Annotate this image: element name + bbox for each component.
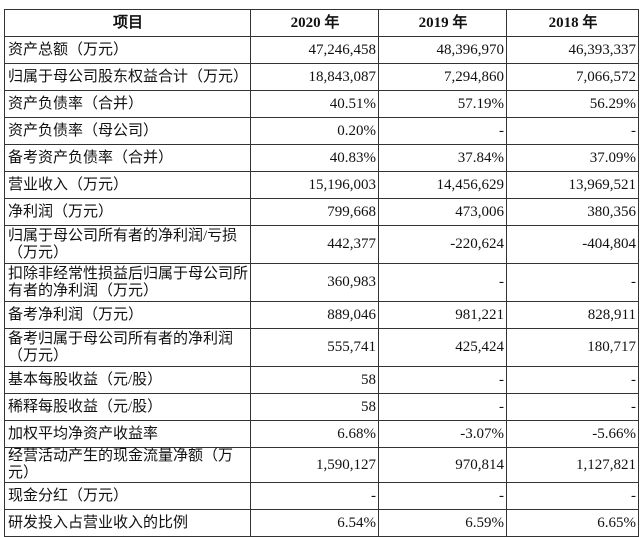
value-2018: - — [506, 117, 639, 145]
row-label: 研发投入占营业收入的比例 — [4, 509, 251, 537]
value-2019: 970,814 — [378, 447, 507, 483]
row-label: 备考净利润（万元） — [4, 301, 251, 329]
value-2019: 6.59% — [378, 509, 507, 537]
value-2020: 15,196,003 — [250, 171, 379, 199]
value-2018: - — [506, 366, 639, 394]
value-2019: - — [378, 263, 507, 302]
row-label: 加权平均净资产收益率 — [4, 420, 251, 448]
table-row: 研发投入占营业收入的比例 6.54% 6.59% 6.65% — [4, 509, 639, 537]
table-row: 净利润（万元） 799,668 473,006 380,356 — [4, 198, 639, 226]
value-2019: 981,221 — [378, 301, 507, 329]
value-2018: 828,911 — [506, 301, 639, 329]
value-2019: 48,396,970 — [378, 36, 507, 64]
value-2018: 180,717 — [506, 328, 639, 367]
value-2018: 6.65% — [506, 509, 639, 537]
value-2018: -404,804 — [506, 225, 639, 264]
value-2019: 57.19% — [378, 90, 507, 118]
financial-summary-table: 项目 2020 年 2019 年 2018 年 资产总额（万元） 47,246,4… — [4, 9, 639, 537]
value-2020: 6.68% — [250, 420, 379, 448]
row-label: 现金分红（万元） — [4, 482, 251, 510]
value-2018: 13,969,521 — [506, 171, 639, 199]
value-2020: 6.54% — [250, 509, 379, 537]
row-label: 经营活动产生的现金流量净额（万元） — [4, 447, 251, 483]
row-label: 营业收入（万元） — [4, 171, 251, 199]
value-2020: 799,668 — [250, 198, 379, 226]
table-row: 资产负债率（合并） 40.51% 57.19% 56.29% — [4, 90, 639, 118]
value-2020: 360,983 — [250, 263, 379, 302]
value-2020: 58 — [250, 366, 379, 394]
value-2019: -220,624 — [378, 225, 507, 264]
value-2020: 555,741 — [250, 328, 379, 367]
value-2019: 425,424 — [378, 328, 507, 367]
table-row: 备考归属于母公司所有者的净利润（万元） 555,741 425,424 180,717 — [4, 328, 639, 367]
header-row: 项目 2020 年 2019 年 2018 年 — [4, 9, 639, 37]
table-row: 加权平均净资产收益率 6.68% -3.07% -5.66% — [4, 420, 639, 448]
table-row: 经营活动产生的现金流量净额（万元） 1,590,127 970,814 1,127,8… — [4, 447, 639, 483]
value-2018: - — [506, 393, 639, 421]
value-2018: 380,356 — [506, 198, 639, 226]
row-label: 归属于母公司所有者的净利润/亏损（万元） — [4, 225, 251, 264]
row-label: 备考归属于母公司所有者的净利润（万元） — [4, 328, 251, 367]
value-2018: 46,393,337 — [506, 36, 639, 64]
table-row: 归属于母公司股东权益合计（万元） 18,843,087 7,294,860 7,066… — [4, 63, 639, 91]
value-2019: 7,294,860 — [378, 63, 507, 91]
table-row: 归属于母公司所有者的净利润/亏损（万元） 442,377 -220,624 -404,… — [4, 225, 639, 264]
value-2020: 40.51% — [250, 90, 379, 118]
value-2020: 0.20% — [250, 117, 379, 145]
table-row: 基本每股收益（元/股） 58- - — [4, 366, 639, 394]
header-2019: 2019 年 — [378, 9, 507, 37]
table-row: 扣除非经常性损益后归属于母公司所有者的净利润（万元） 360,983- - — [4, 263, 639, 302]
value-2020: 18,843,087 — [250, 63, 379, 91]
table-row: 资产负债率（母公司） 0.20% - - — [4, 117, 639, 145]
value-2020: 1,590,127 — [250, 447, 379, 483]
row-label: 扣除非经常性损益后归属于母公司所有者的净利润（万元） — [4, 263, 251, 302]
row-label: 资产总额（万元） — [4, 36, 251, 64]
value-2019: - — [378, 393, 507, 421]
row-label: 归属于母公司股东权益合计（万元） — [4, 63, 251, 91]
header-2018: 2018 年 — [506, 9, 639, 37]
value-2018: 1,127,821 — [506, 447, 639, 483]
value-2018: 37.09% — [506, 144, 639, 172]
row-label: 备考资产负债率（合并） — [4, 144, 251, 172]
value-2018: - — [506, 263, 639, 302]
value-2019: - — [378, 482, 507, 510]
value-2019: -3.07% — [378, 420, 507, 448]
value-2020: - — [250, 482, 379, 510]
value-2018: 56.29% — [506, 90, 639, 118]
table-row: 稀释每股收益（元/股） 58- - — [4, 393, 639, 421]
row-label: 稀释每股收益（元/股） — [4, 393, 251, 421]
value-2019: 14,456,629 — [378, 171, 507, 199]
row-label: 基本每股收益（元/股） — [4, 366, 251, 394]
value-2020: 47,246,458 — [250, 36, 379, 64]
row-label: 资产负债率（合并） — [4, 90, 251, 118]
value-2018: -5.66% — [506, 420, 639, 448]
table-row: 备考资产负债率（合并） 40.83% 37.84% 37.09% — [4, 144, 639, 172]
table-row: 营业收入（万元） 15,196,003 14,456,629 13,969,521 — [4, 171, 639, 199]
value-2019: 37.84% — [378, 144, 507, 172]
header-2020: 2020 年 — [250, 9, 379, 37]
row-label: 资产负债率（母公司） — [4, 117, 251, 145]
value-2019: 473,006 — [378, 198, 507, 226]
table-row: 资产总额（万元） 47,246,458 48,396,970 46,393,337 — [4, 36, 639, 64]
value-2020: 442,377 — [250, 225, 379, 264]
value-2019: - — [378, 366, 507, 394]
row-label: 净利润（万元） — [4, 198, 251, 226]
table-row: 现金分红（万元） - - - — [4, 482, 639, 510]
value-2019: - — [378, 117, 507, 145]
value-2018: - — [506, 482, 639, 510]
value-2020: 889,046 — [250, 301, 379, 329]
value-2018: 7,066,572 — [506, 63, 639, 91]
table-row: 备考净利润（万元） 889,046 981,221 828,911 — [4, 301, 639, 329]
value-2020: 40.83% — [250, 144, 379, 172]
header-item: 项目 — [4, 9, 251, 37]
value-2020: 58 — [250, 393, 379, 421]
